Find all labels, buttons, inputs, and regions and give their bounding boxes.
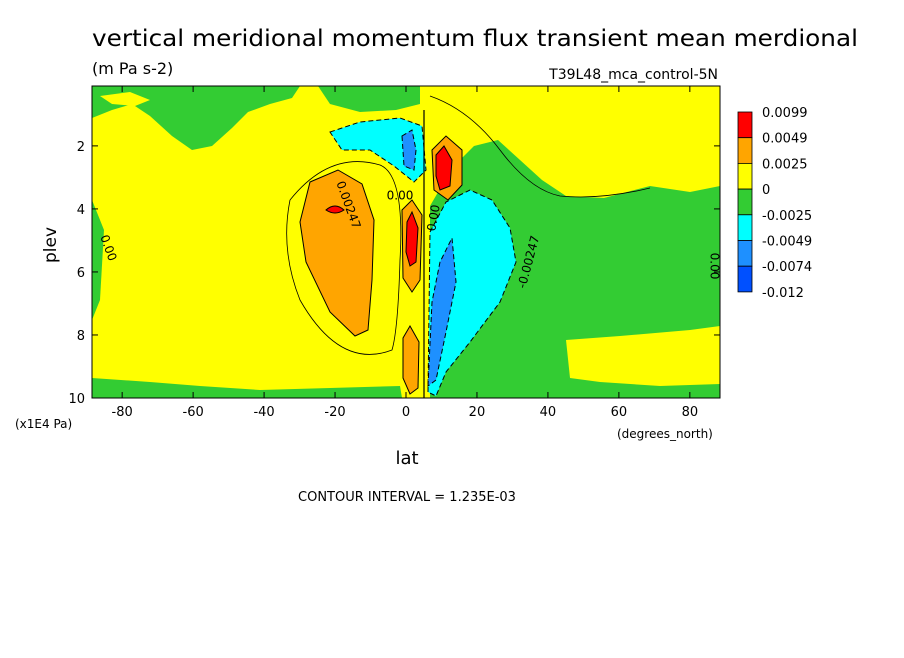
colorbar-label: 0.0099 bbox=[762, 106, 808, 121]
x-tick-label: -80 bbox=[112, 405, 133, 420]
contour-region bbox=[405, 210, 419, 267]
y-tick-label: 8 bbox=[77, 329, 85, 344]
x-units: (degrees_north) bbox=[617, 427, 713, 441]
colorbar-swatch bbox=[737, 137, 753, 164]
contour-region bbox=[401, 129, 417, 171]
contour-region bbox=[402, 324, 420, 395]
contour-label: 0.00 bbox=[424, 204, 442, 233]
x-tick-label: 80 bbox=[682, 405, 699, 420]
x-tick-label: 40 bbox=[540, 405, 557, 420]
colorbar-swatch bbox=[737, 188, 753, 216]
contour-label: 0.00 bbox=[708, 253, 722, 280]
y-tick-label: 6 bbox=[77, 266, 85, 281]
colorbar-swatch bbox=[737, 240, 753, 267]
y-axis-label: plev bbox=[41, 227, 61, 263]
plot-area bbox=[91, 85, 721, 399]
colorbar-label: -0.0025 bbox=[762, 209, 812, 224]
contour-region bbox=[92, 378, 402, 398]
contour-interval: CONTOUR INTERVAL = 1.235E-03 bbox=[298, 490, 516, 505]
x-axis-label: lat bbox=[395, 448, 418, 469]
x-tick-label: 20 bbox=[469, 405, 486, 420]
y-tick-label: 2 bbox=[77, 140, 85, 155]
chart-title: vertical meridional momentum flux transi… bbox=[92, 26, 858, 52]
x-tick-label: -60 bbox=[183, 405, 204, 420]
colorbar-swatch bbox=[737, 162, 753, 190]
x-tick-label: -40 bbox=[253, 405, 274, 420]
colorbar-swatch bbox=[737, 265, 753, 293]
colorbar-label: -0.012 bbox=[762, 286, 804, 301]
y-units: (x1E4 Pa) bbox=[15, 417, 72, 431]
contour-region bbox=[299, 169, 375, 337]
colorbar-label: -0.0074 bbox=[762, 260, 812, 275]
colorbar-label: -0.0049 bbox=[762, 235, 812, 250]
colorbar-label: 0.0025 bbox=[762, 157, 808, 172]
colorbar-swatch bbox=[737, 111, 753, 139]
contour-region bbox=[325, 205, 345, 214]
contour-region bbox=[566, 326, 720, 386]
y-tick-label: 10 bbox=[68, 392, 85, 407]
subtitle: (m Pa s-2) bbox=[92, 59, 173, 78]
contour-region bbox=[318, 86, 420, 112]
x-tick-label: 60 bbox=[611, 405, 628, 420]
contour-region bbox=[100, 92, 150, 106]
contour-region bbox=[329, 117, 427, 183]
contour-region bbox=[427, 236, 457, 388]
dataset: T39L48_mca_control-5N bbox=[548, 67, 718, 83]
contour-region bbox=[92, 200, 104, 320]
x-tick-label: -20 bbox=[324, 405, 345, 420]
colorbar-swatch bbox=[737, 214, 753, 241]
contour-line bbox=[286, 161, 402, 355]
colorbar-label: 0.0049 bbox=[762, 132, 808, 147]
x-tick-label: 0 bbox=[402, 405, 410, 420]
contour-region bbox=[435, 145, 453, 191]
contour-line bbox=[429, 95, 651, 198]
y-tick-label: 4 bbox=[77, 203, 85, 218]
contour-label: 0.00 bbox=[387, 189, 414, 203]
contour-region bbox=[430, 140, 720, 398]
colorbar-label: 0 bbox=[762, 183, 770, 198]
